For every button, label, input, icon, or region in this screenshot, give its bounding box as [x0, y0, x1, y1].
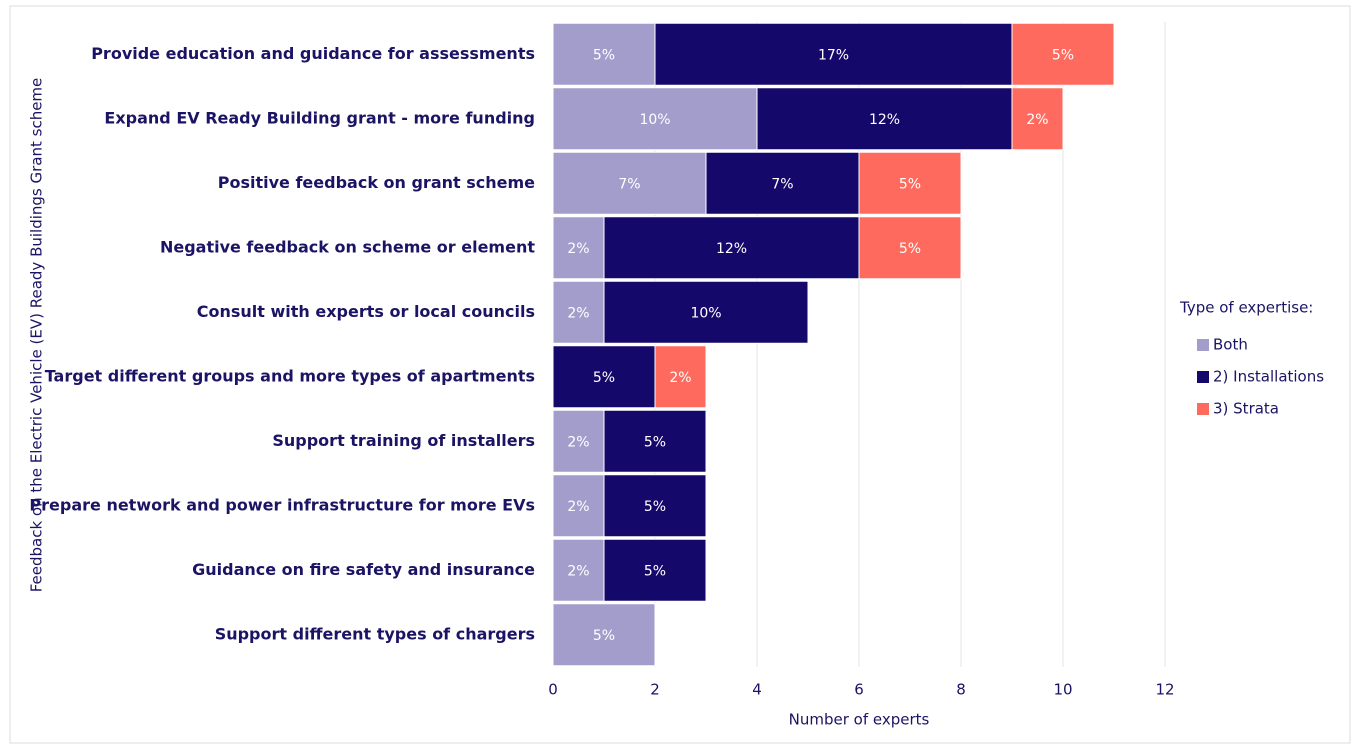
bar-segment [654, 22, 1013, 86]
value-label: 7% [618, 176, 640, 192]
bar-segment [654, 345, 707, 409]
x-axis-label: Number of experts [789, 711, 930, 729]
x-tick-label: 4 [752, 681, 762, 699]
value-label: 5% [1052, 47, 1074, 63]
value-label: 5% [644, 563, 666, 579]
category-label: Support different types of chargers [215, 624, 535, 643]
value-label: 5% [593, 628, 615, 644]
value-label: 2% [567, 241, 589, 257]
value-label: 10% [639, 112, 670, 128]
category-label: Target different groups and more types o… [45, 366, 535, 385]
value-label: 2% [567, 499, 589, 515]
x-tick-label: 10 [1053, 681, 1072, 699]
bar-segment [603, 280, 809, 344]
legend-label: 3) Strata [1213, 400, 1279, 418]
bar-segment [1011, 87, 1064, 151]
bar-segment [552, 87, 758, 151]
bar-segment [603, 409, 707, 473]
bar-segment [552, 280, 605, 344]
value-label: 2% [1026, 112, 1048, 128]
bar-segment [858, 216, 962, 280]
legend-swatch [1197, 403, 1209, 415]
y-axis-label: Feedback on the Electric Vehicle (EV) Re… [28, 78, 46, 593]
value-label: 2% [567, 305, 589, 321]
bar-segment [603, 538, 707, 602]
value-label: 5% [899, 241, 921, 257]
value-label: 7% [771, 176, 793, 192]
legend-swatch [1197, 371, 1209, 383]
bar-segment [552, 603, 656, 667]
legend-label: 2) Installations [1213, 368, 1324, 386]
bar-segment [603, 474, 707, 538]
category-label: Provide education and guidance for asses… [91, 44, 535, 63]
value-label: 12% [716, 241, 747, 257]
bar-segment [705, 151, 860, 215]
value-label: 5% [644, 434, 666, 450]
value-label: 5% [593, 370, 615, 386]
bar-segment [603, 216, 860, 280]
category-label: Consult with experts or local councils [197, 302, 535, 321]
value-label: 12% [869, 112, 900, 128]
category-label: Negative feedback on scheme or element [160, 237, 535, 256]
bar-segment [1011, 22, 1115, 86]
x-tick-label: 6 [854, 681, 864, 699]
bar-segment [756, 87, 1013, 151]
category-label: Prepare network and power infrastructure… [29, 495, 535, 514]
category-label: Guidance on fire safety and insurance [192, 560, 535, 579]
value-label: 5% [899, 176, 921, 192]
value-label: 2% [669, 370, 691, 386]
value-label: 2% [567, 434, 589, 450]
bar-segment [552, 151, 707, 215]
x-tick-label: 2 [650, 681, 660, 699]
legend-title: Type of expertise: [1179, 299, 1313, 317]
bar-segment [552, 216, 605, 280]
value-label: 17% [818, 47, 849, 63]
category-label: Support training of installers [272, 431, 535, 450]
category-label: Expand EV Ready Building grant - more fu… [104, 108, 535, 127]
bar-segment [552, 409, 605, 473]
bar-segment [858, 151, 962, 215]
x-tick-label: 12 [1155, 681, 1174, 699]
category-label: Positive feedback on grant scheme [218, 173, 535, 192]
x-tick-label: 8 [956, 681, 966, 699]
value-label: 5% [593, 47, 615, 63]
legend-swatch [1197, 339, 1209, 351]
x-tick-label: 0 [548, 681, 558, 699]
value-label: 10% [690, 305, 721, 321]
value-label: 5% [644, 499, 666, 515]
value-label: 2% [567, 563, 589, 579]
legend-label: Both [1213, 336, 1248, 354]
